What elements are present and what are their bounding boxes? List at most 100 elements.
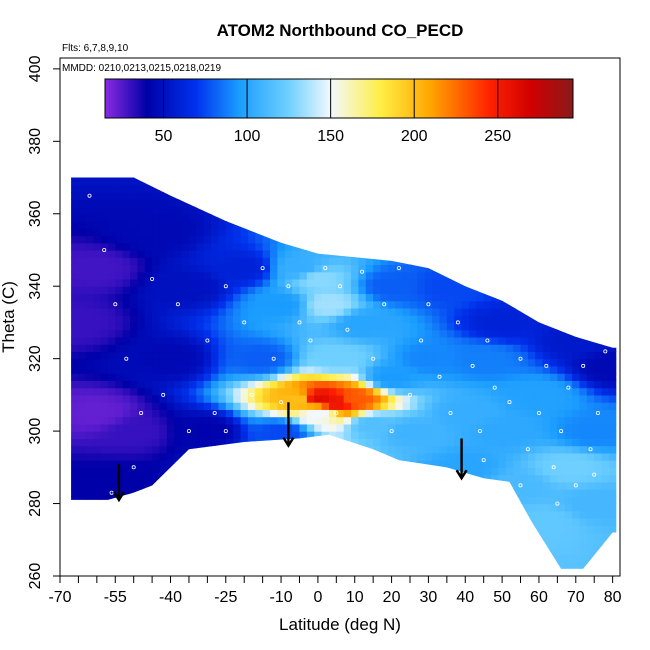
co-field-cell	[299, 365, 308, 374]
co-field-cell	[513, 307, 522, 316]
co-field-cell	[255, 358, 264, 367]
colorbar-ticks: 50 100 150 200 250	[155, 79, 511, 145]
co-field-cell	[130, 351, 138, 360]
co-field-cell	[468, 358, 477, 367]
co-field-cell	[130, 344, 138, 353]
co-field-cell	[395, 402, 404, 410]
co-field-cell	[122, 481, 131, 490]
co-field-cell	[314, 344, 323, 353]
co-field-cell	[535, 358, 544, 367]
co-field-cell	[159, 184, 168, 193]
co-field-cell	[85, 489, 94, 497]
co-field-cell	[299, 286, 308, 295]
co-field-cell	[78, 228, 87, 237]
x-tick-label: 20	[383, 589, 401, 606]
co-field-cell	[123, 163, 131, 171]
co-field-cell	[166, 409, 175, 418]
co-field-cell	[93, 221, 102, 229]
co-field-cell	[446, 351, 455, 360]
co-field-cell	[343, 278, 352, 287]
co-field-cell	[203, 438, 212, 447]
co-field-cell	[115, 416, 124, 425]
co-field-cell	[387, 300, 396, 309]
co-field-cell	[196, 409, 205, 418]
co-field-cell	[137, 249, 146, 258]
co-field-cell	[535, 438, 544, 447]
x-tick-label: -55	[104, 589, 127, 606]
co-field-cell	[188, 242, 197, 251]
co-field-cell	[277, 365, 286, 374]
co-field-cell	[542, 460, 551, 468]
co-field-cell	[100, 344, 109, 353]
co-field-cell	[93, 460, 102, 468]
co-field-cell	[572, 525, 581, 534]
co-field-cell	[321, 416, 330, 425]
co-field-cell	[572, 467, 581, 476]
co-field-cell	[572, 416, 581, 425]
co-field-cell	[78, 315, 87, 324]
co-field-cell	[122, 293, 131, 302]
co-field-cell	[328, 322, 337, 331]
co-field-cell	[387, 271, 396, 280]
co-field-cell	[498, 423, 507, 432]
co-field-cell	[572, 351, 581, 360]
co-field-cell	[71, 423, 80, 432]
co-field-cell	[225, 416, 234, 425]
co-field-cell	[71, 163, 79, 171]
co-field-cell	[211, 271, 220, 280]
co-field-cell	[439, 452, 448, 461]
co-field-cell	[100, 496, 109, 505]
co-field-cell	[601, 329, 610, 338]
co-field-cell	[454, 460, 463, 468]
co-field-cell	[513, 460, 522, 468]
co-field-cell	[365, 293, 374, 302]
co-field-cell	[439, 409, 448, 418]
co-field-cell	[240, 271, 249, 280]
co-field-cell	[107, 228, 116, 237]
co-field-cell	[240, 344, 249, 353]
co-field-cell	[240, 293, 249, 302]
co-field-cell	[513, 445, 522, 454]
co-field-cell	[505, 358, 514, 367]
co-field-cell	[608, 474, 617, 483]
co-field-cell	[225, 365, 234, 374]
co-field-cell	[247, 394, 256, 403]
co-field-cell	[93, 438, 102, 447]
co-field-cell	[373, 249, 382, 258]
co-field-cell	[491, 460, 500, 468]
co-field-cell	[196, 192, 205, 200]
co-field-cell	[188, 329, 197, 338]
co-field-cell	[542, 452, 551, 461]
co-field-cell	[144, 336, 153, 345]
co-field-cell	[579, 561, 588, 569]
co-field-cell	[505, 387, 514, 396]
co-field-cell	[130, 431, 138, 439]
co-field-cell	[365, 373, 374, 381]
co-field-cell	[432, 286, 441, 295]
co-field-cell	[255, 351, 264, 360]
co-field-cell	[586, 539, 595, 548]
co-field-cell	[572, 460, 581, 468]
co-field-cell	[520, 510, 529, 519]
co-field-cell	[402, 278, 411, 287]
co-field-cell	[365, 257, 374, 266]
co-field-cell	[601, 518, 610, 526]
co-field-cell	[446, 445, 455, 454]
co-field-cell	[196, 423, 205, 432]
co-field-cell	[402, 249, 411, 258]
co-field-cell	[240, 249, 249, 258]
co-field-cell	[152, 344, 161, 353]
co-field-cell	[608, 358, 617, 367]
co-field-cell	[93, 344, 102, 353]
co-field-cell	[203, 322, 212, 331]
co-field-cell	[152, 249, 161, 258]
co-field-cell	[181, 358, 190, 367]
co-field-cell	[424, 452, 433, 461]
co-field-cell	[107, 264, 116, 273]
co-field-cell	[535, 474, 544, 483]
co-field-cell	[476, 481, 485, 490]
co-field-cell	[542, 489, 551, 497]
co-field-cell	[93, 163, 101, 171]
co-field-cell	[270, 286, 278, 295]
co-field-cell	[572, 336, 581, 345]
